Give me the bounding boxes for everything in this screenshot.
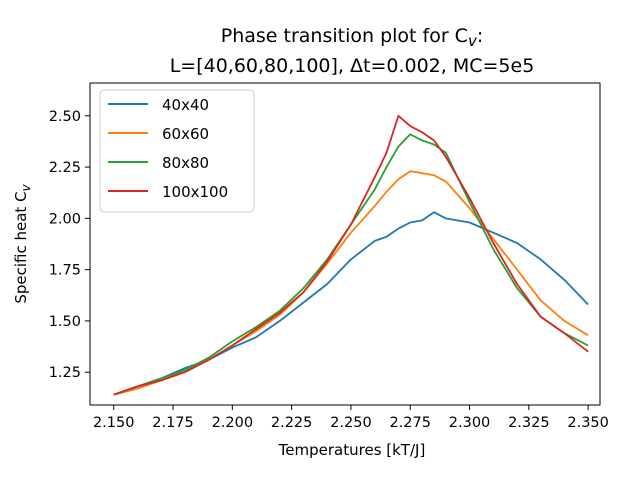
legend-box [99,89,255,213]
y-tick-label: 1.25 [49,365,81,381]
series-line-100x100 [113,114,589,396]
title-line-2: L=[40,60,80,100], Δt=0.002, MC=5e5 [170,55,535,77]
legend-label: 100x100 [162,183,228,201]
y-tick-label: 2.50 [49,109,81,125]
legend-label: 60x60 [162,125,209,143]
x-tick-label: 2.300 [449,415,491,431]
x-tick-label: 2.225 [271,415,313,431]
x-tick-label: 2.350 [567,415,609,431]
y-tick-label: 1.75 [49,263,81,279]
x-axis-label: Temperatures [kT/J] [278,441,426,459]
x-tick-label: 2.275 [389,415,431,431]
legend: 40x40 60x60 80x80 100x100 [99,89,255,213]
series-line-80x80 [113,133,589,396]
y-tick-label: 2.25 [49,160,81,176]
series-layer [113,114,589,396]
title-line-1: Phase transition plot for C​v: [221,25,484,50]
x-tick-label: 2.325 [508,415,550,431]
plot-area: 2.150 2.175 2.200 2.225 2.250 2.275 2.300 2.325… [49,82,609,431]
x-ticks: 2.150 2.175 2.200 2.225 2.250 2.275 2.300 2.325… [93,405,609,431]
y-axis-label: Specific heat Cv [12,183,33,303]
y-ticks: 1.25 1.50 1.75 2.00 2.25 2.50 [49,109,90,381]
chart-title: Phase transition plot for C​v: L=[40,60,… [170,25,535,77]
x-tick-label: 2.200 [212,415,254,431]
x-tick-label: 2.175 [152,415,194,431]
legend-label: 80x80 [162,154,209,172]
x-tick-label: 2.250 [330,415,372,431]
legend-label: 40x40 [162,96,209,114]
y-tick-label: 2.00 [49,211,81,227]
series-line-40x40 [113,211,589,396]
x-tick-label: 2.150 [93,415,135,431]
axes-frame [89,82,601,406]
y-tick-label: 1.50 [49,314,81,330]
